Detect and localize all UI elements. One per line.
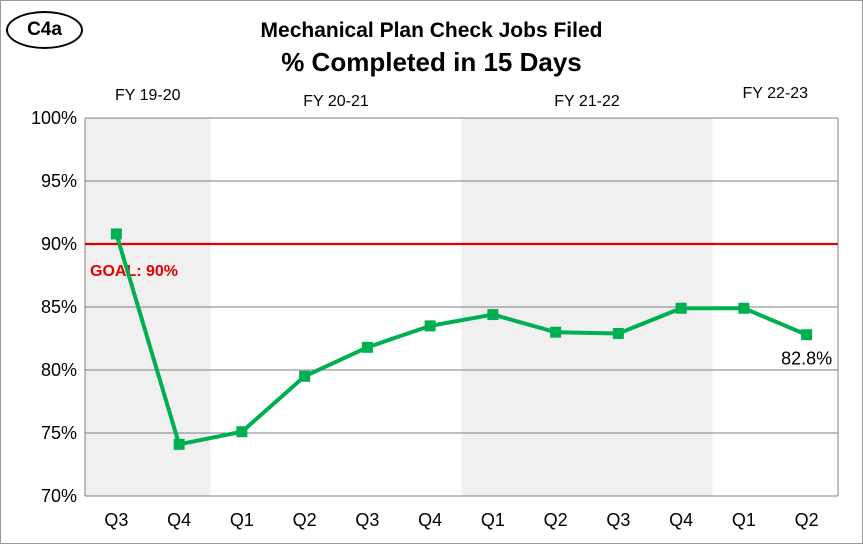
- data-point-2: [236, 426, 248, 438]
- x-tick-label-1: Q4: [167, 510, 191, 530]
- goal-label: GOAL: 90%: [90, 263, 178, 280]
- data-point-6: [487, 309, 499, 321]
- y-tick-label-1: 75%: [41, 423, 77, 443]
- x-tick-label-3: Q2: [293, 510, 317, 530]
- y-tick-label-3: 85%: [41, 297, 77, 317]
- y-tick-label-2: 80%: [41, 360, 77, 380]
- data-point-9: [675, 302, 687, 314]
- chart-id-badge: C4a: [6, 11, 83, 49]
- x-tick-label-2: Q1: [230, 510, 254, 530]
- data-point-5: [424, 320, 436, 332]
- data-point-1: [173, 438, 185, 450]
- data-point-8: [612, 327, 624, 339]
- x-tick-label-8: Q3: [606, 510, 630, 530]
- x-tick-label-11: Q2: [795, 510, 819, 530]
- y-tick-label-5: 95%: [41, 171, 77, 191]
- fy-label-3: FY 22-23: [742, 85, 808, 102]
- y-tick-label-0: 70%: [41, 486, 77, 506]
- fy-label-2: FY 21-22: [554, 93, 620, 110]
- data-point-11: [801, 329, 813, 341]
- x-tick-label-10: Q1: [732, 510, 756, 530]
- data-point-0: [110, 228, 122, 240]
- fy-label-1: FY 20-21: [303, 93, 369, 110]
- chart-subtitle: % Completed in 15 Days: [281, 47, 582, 77]
- chart-title: Mechanical Plan Check Jobs Filed: [260, 19, 603, 42]
- fy-label-0: FY 19-20: [115, 87, 181, 104]
- x-tick-label-7: Q2: [544, 510, 568, 530]
- data-point-3: [299, 370, 311, 382]
- x-tick-label-0: Q3: [104, 510, 128, 530]
- x-tick-label-6: Q1: [481, 510, 505, 530]
- series-line-0: [114, 233, 808, 447]
- y-tick-label-4: 90%: [41, 234, 77, 254]
- data-point-7: [550, 326, 562, 338]
- y-tick-label-6: 100%: [31, 108, 77, 128]
- data-point-4: [361, 341, 373, 353]
- data-point-10: [738, 302, 750, 314]
- x-tick-label-4: Q3: [355, 510, 379, 530]
- x-tick-label-9: Q4: [669, 510, 693, 530]
- last-point-data-label: 82.8%: [781, 349, 832, 369]
- x-tick-label-5: Q4: [418, 510, 442, 530]
